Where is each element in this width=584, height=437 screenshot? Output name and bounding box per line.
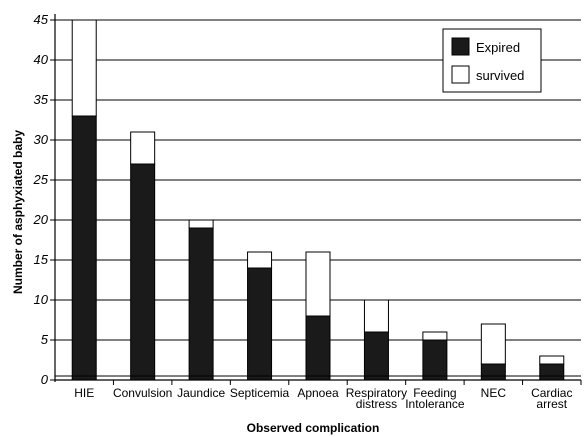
x-tick-label: Septicemia	[230, 386, 290, 400]
y-tick-label: 15	[34, 252, 49, 267]
bar-survived-1	[130, 131, 156, 165]
y-tick-label: 45	[34, 12, 49, 27]
y-tick-label: 5	[41, 332, 49, 347]
bar-survived-6	[422, 331, 448, 341]
y-axis-label: Number of asphyxiated baby	[11, 130, 25, 294]
x-tick-label: HIE	[74, 386, 94, 400]
x-tick-label: Respiratory distress	[346, 386, 407, 411]
y-tick-label: 20	[33, 212, 49, 227]
axes	[54, 14, 581, 382]
bar-survived-4	[305, 251, 331, 317]
x-axis-label: Observed complication	[247, 421, 380, 435]
bar-survived-3	[247, 251, 273, 269]
bar-survived-2	[188, 219, 214, 229]
y-tick-label: 25	[33, 172, 49, 187]
x-tick-label: Cardiac arrest	[531, 386, 572, 411]
y-tick-label: 35	[34, 92, 49, 107]
bar-survived-5	[363, 299, 389, 333]
x-tick-label: Convulsion	[113, 386, 172, 400]
bars	[71, 19, 565, 381]
bar-expired-2	[188, 227, 214, 381]
x-tick-label: NEC	[481, 386, 507, 400]
legend-label-survived: survived	[476, 68, 524, 83]
legend-label-expired: Expired	[476, 40, 520, 55]
x-tick-label: Apnoea	[297, 386, 339, 400]
legend-swatch-survived	[451, 65, 470, 84]
x-tick-label: Feeding Intolerance	[405, 386, 465, 411]
legend: Expired survived	[442, 28, 542, 93]
y-tick-label: 30	[34, 132, 49, 147]
bar-expired-0	[71, 115, 97, 381]
bar-expired-8	[539, 363, 565, 381]
bar-survived-8	[539, 355, 565, 365]
bar-survived-7	[480, 323, 506, 365]
legend-swatch-expired	[451, 37, 470, 56]
bar-expired-5	[363, 331, 389, 381]
bar-expired-1	[130, 163, 156, 381]
bar-expired-4	[305, 315, 331, 381]
y-tick-label: 10	[34, 292, 49, 307]
x-tick-labels: HIE Convulsion Jaundice Septicemia Apnoea Res…	[74, 380, 582, 411]
x-tick-label: Jaundice	[177, 386, 225, 400]
bar-survived-0	[71, 19, 97, 117]
y-tick-label: 0	[41, 372, 49, 387]
y-tick-labels: 0 5 10 15 20 25 30 35 40 45	[33, 12, 55, 387]
bar-expired-3	[247, 267, 273, 381]
bar-expired-6	[422, 339, 448, 381]
y-tick-label: 40	[34, 52, 49, 67]
bar-expired-7	[480, 363, 506, 381]
